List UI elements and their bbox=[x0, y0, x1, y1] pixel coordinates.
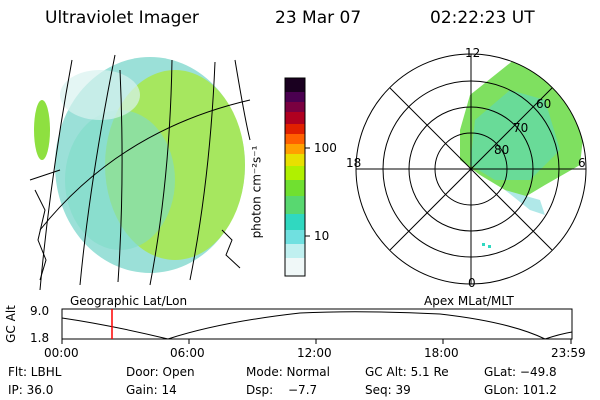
lat-label-60: 60 bbox=[536, 97, 552, 111]
mlt-label-6: 6 bbox=[578, 156, 586, 170]
info-dsp-value: −7.7 bbox=[288, 383, 318, 397]
instrument-title: Ultraviolet Imager bbox=[45, 8, 199, 28]
info-mode: Mode: Normal bbox=[246, 365, 330, 379]
info-seq: Seq: 39 bbox=[365, 383, 411, 397]
apex-label: Apex MLat/MLT bbox=[424, 294, 514, 308]
gc-alt-ylabel: GC Alt bbox=[3, 305, 18, 343]
gc-alt-plot bbox=[61, 308, 573, 344]
date-label: 23 Mar 07 bbox=[275, 8, 362, 28]
info-glat: GLat: −49.8 bbox=[484, 365, 557, 379]
geographic-label: Geographic Lat/Lon bbox=[70, 294, 188, 308]
mlt-label-0: 0 bbox=[468, 276, 476, 290]
geographic-image bbox=[29, 54, 251, 291]
info-ip: IP: 36.0 bbox=[8, 383, 54, 397]
gc-ytick-1.8: 1.8 bbox=[30, 331, 50, 345]
gc-ytick-9: 9.0 bbox=[30, 304, 50, 318]
info-door: Door: Open bbox=[126, 365, 195, 379]
lat-label-70: 70 bbox=[513, 121, 529, 135]
polar-plot bbox=[355, 53, 587, 285]
colorbar-label: photon cm⁻²s⁻¹ bbox=[249, 145, 264, 239]
info-flt: Flt: LBHL bbox=[8, 365, 62, 379]
gc-xtick-0000: 00:00 bbox=[44, 346, 79, 360]
info-glon: GLon: 101.2 bbox=[484, 383, 557, 397]
mlt-label-12: 12 bbox=[465, 46, 481, 60]
colorbar-tick-10: 10 bbox=[314, 229, 330, 243]
gc-xtick-1800: 18:00 bbox=[424, 346, 459, 360]
time-label: 02:22:23 UT bbox=[430, 8, 535, 28]
colorbar bbox=[284, 77, 310, 277]
colorbar-tick-100: 100 bbox=[314, 141, 337, 155]
info-gc-alt: GC Alt: 5.1 Re bbox=[365, 365, 449, 379]
gc-xtick-2359: 23:59 bbox=[551, 346, 586, 360]
info-dsp-label: Dsp: bbox=[246, 383, 274, 397]
gc-xtick-0600: 06:00 bbox=[170, 346, 205, 360]
lat-label-80: 80 bbox=[494, 143, 510, 157]
info-gain: Gain: 14 bbox=[126, 383, 177, 397]
gc-xtick-1200: 12:00 bbox=[297, 346, 332, 360]
mlt-label-18: 18 bbox=[346, 156, 362, 170]
